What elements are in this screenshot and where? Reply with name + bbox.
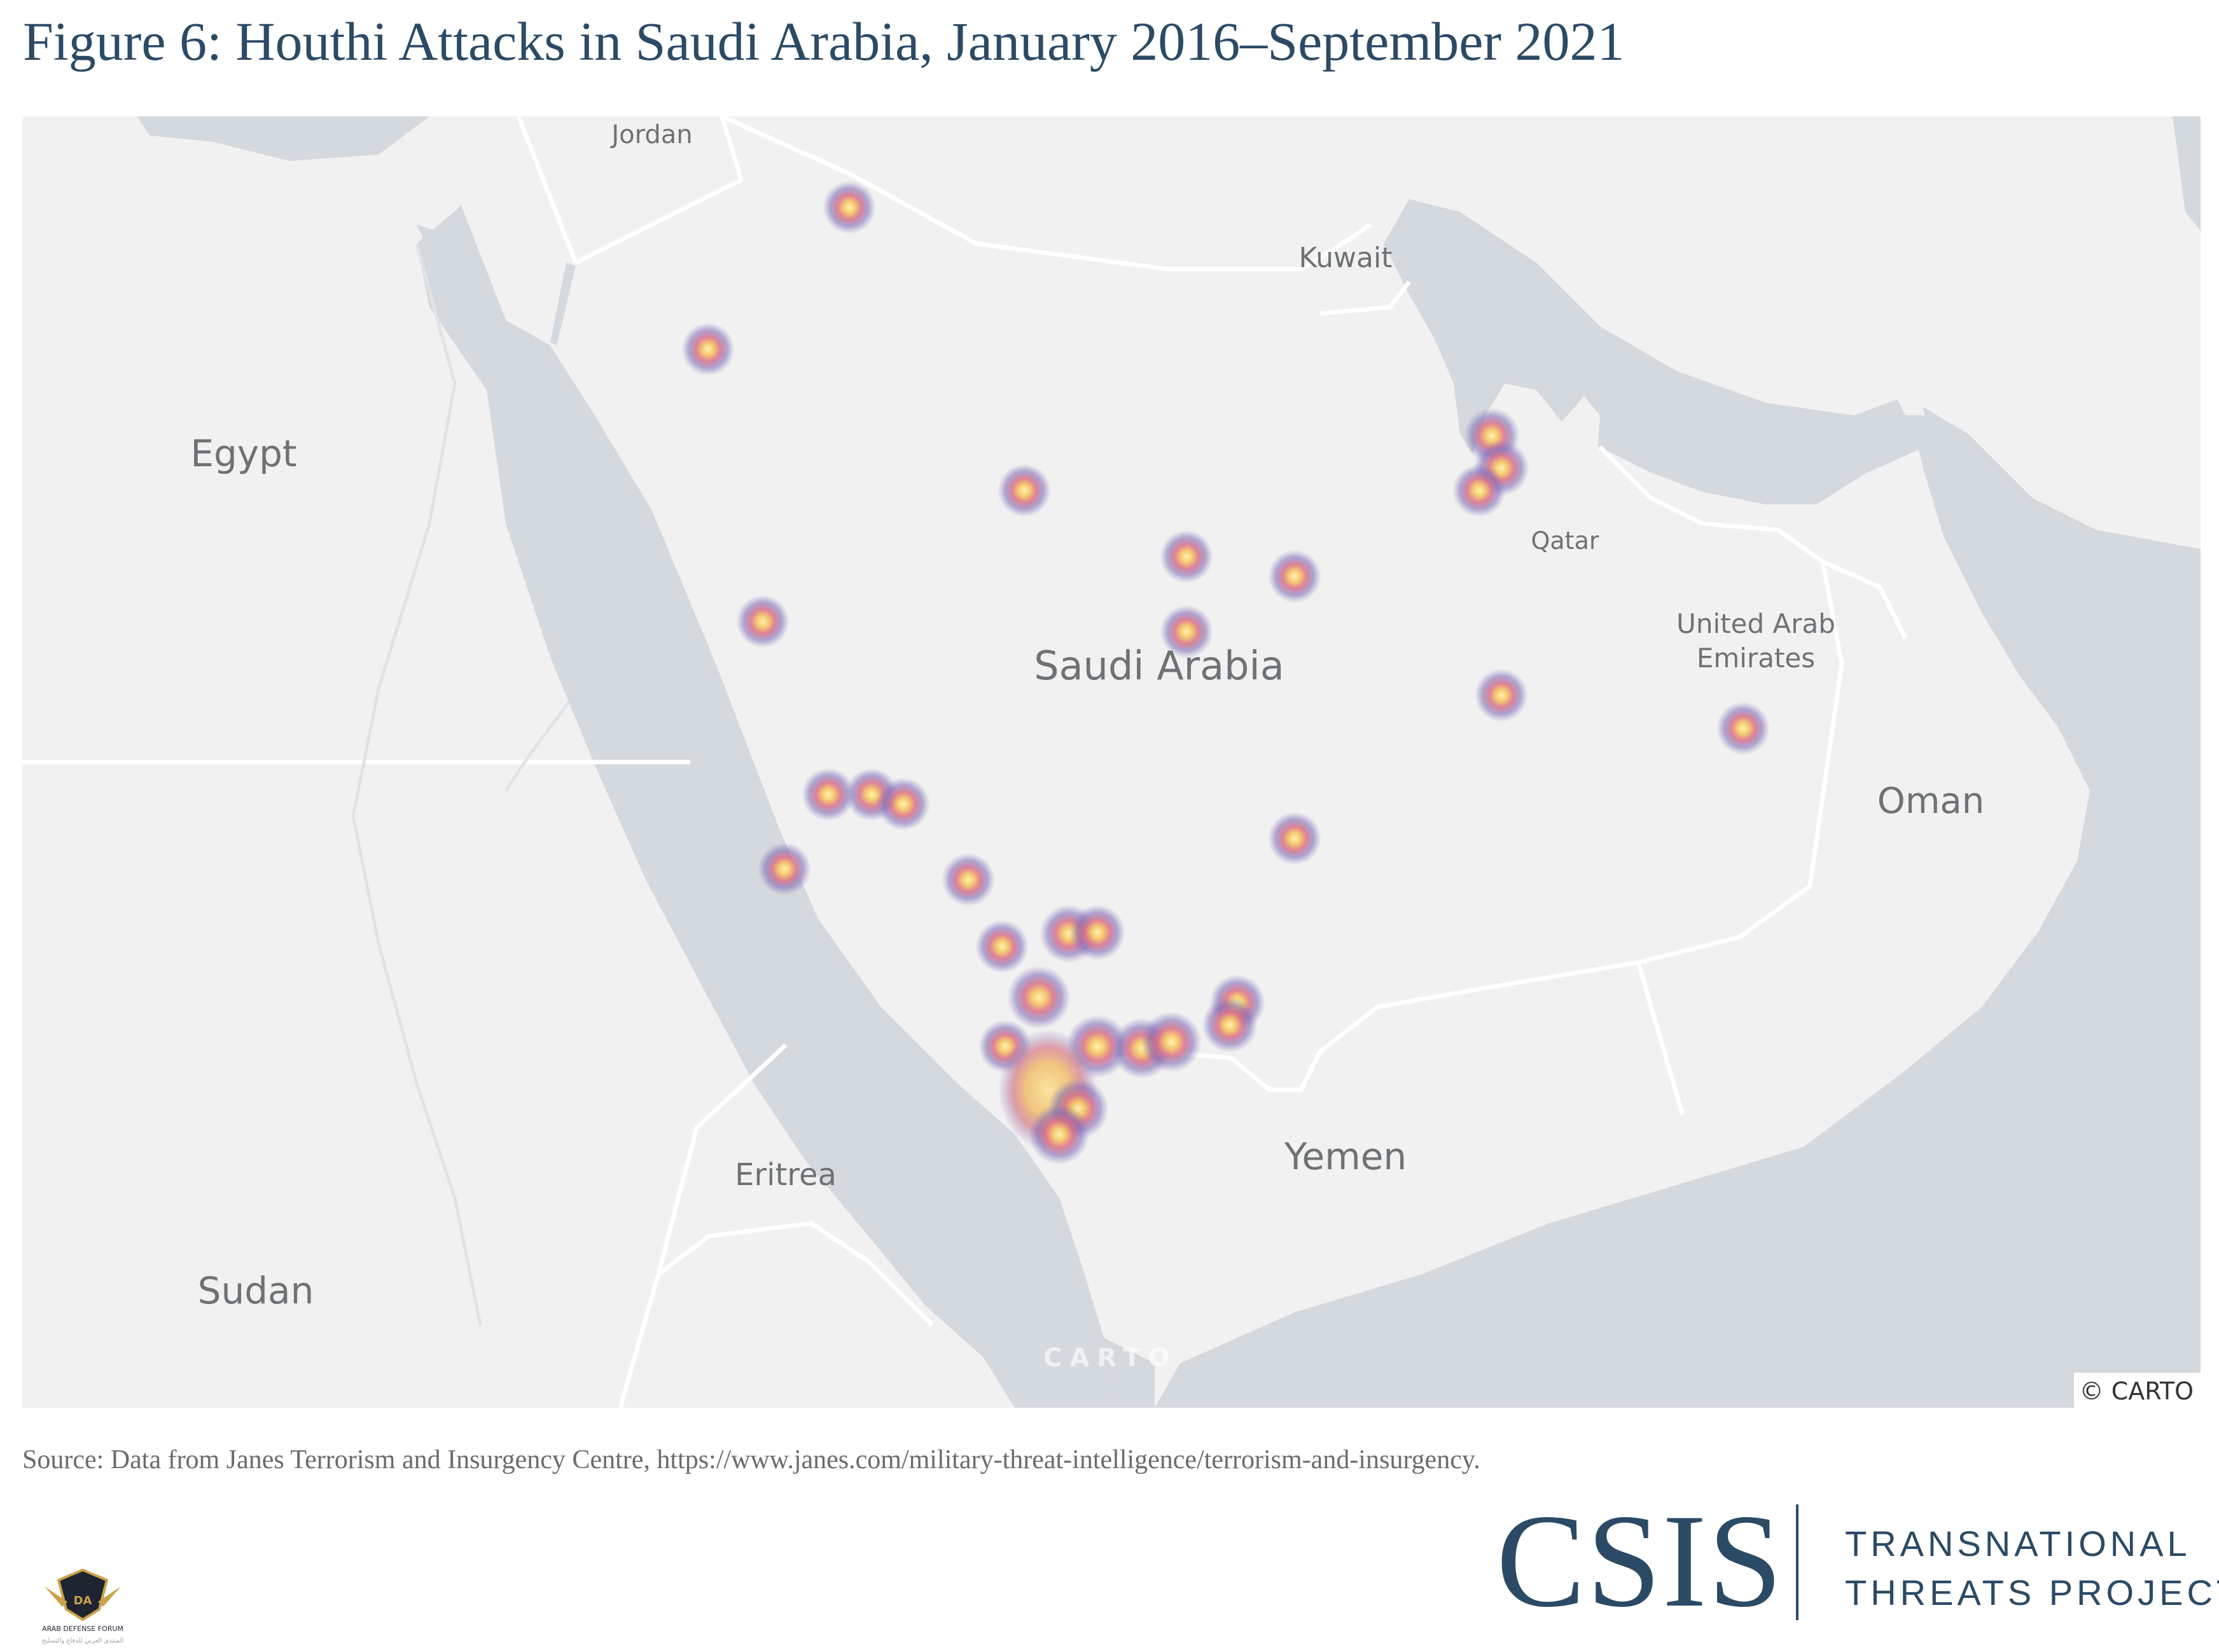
forum-logo-text-ar: المنتدى العربي للدفاع والتسليح — [42, 1637, 123, 1644]
label-jordan: Jordan — [609, 120, 692, 149]
forum-logo-text-en: ARAB DEFENSE FORUM — [42, 1625, 123, 1633]
attribution-box — [2074, 1373, 2201, 1408]
hotspot[interactable] — [998, 464, 1051, 517]
label-kuwait: Kuwait — [1299, 242, 1393, 274]
gulf-of-aqaba — [550, 263, 576, 345]
carto-attribution[interactable]: © CARTO — [2080, 1377, 2194, 1405]
qatar-peninsula — [1562, 396, 1600, 473]
hotspot[interactable] — [1160, 530, 1213, 583]
label-yemen: Yemen — [1284, 1135, 1407, 1178]
hotspot[interactable] — [975, 920, 1029, 973]
hotspot[interactable] — [942, 853, 995, 906]
label-saudi-arabia: Saudi Arabia — [1034, 642, 1284, 689]
project-name-line1: TRANSNATIONAL — [1845, 1524, 2191, 1564]
label-eritrea: Eritrea — [735, 1157, 837, 1193]
hotspot[interactable] — [758, 842, 811, 896]
red-sea — [417, 205, 1116, 1408]
label-uae-line2: Emirates — [1697, 642, 1815, 674]
label-egypt: Egypt — [190, 432, 296, 475]
figure-title: Figure 6: Houthi Attacks in Saudi Arabia… — [23, 11, 1625, 72]
persian-gulf — [1384, 199, 1924, 504]
country-borders — [22, 116, 1908, 1408]
rivers — [351, 243, 571, 1326]
mediterranean-sea — [137, 116, 429, 161]
attack-hotspots[interactable] — [681, 181, 1770, 1165]
project-name-line2: THREATS PROJECT — [1845, 1572, 2219, 1613]
label-qatar: Qatar — [1531, 527, 1599, 555]
label-oman: Oman — [1877, 781, 1984, 822]
hotspot[interactable] — [1452, 464, 1506, 517]
svg-text:DA: DA — [74, 1594, 92, 1607]
heatmap-map[interactable]: Jordan Kuwait Egypt Qatar United Arab Em… — [22, 116, 2201, 1408]
source-note: Source: Data from Janes Terrorism and In… — [22, 1445, 1480, 1475]
hotspot[interactable] — [1069, 905, 1125, 961]
hotspot[interactable] — [1007, 966, 1071, 1029]
project-name: TRANSNATIONAL THREATS PROJECT — [1845, 1519, 2219, 1618]
logo-divider — [1796, 1504, 1798, 1620]
country-labels: Jordan Kuwait Egypt Qatar United Arab Em… — [190, 120, 1984, 1312]
hotspot[interactable] — [802, 768, 855, 821]
gulf-of-aden — [1104, 1338, 1155, 1408]
hotspot[interactable] — [823, 181, 876, 234]
label-sudan: Sudan — [198, 1269, 314, 1312]
caspian-corner — [2173, 116, 2201, 231]
gulf-of-oman — [1155, 396, 2201, 1408]
hotspot[interactable] — [1160, 605, 1213, 658]
musandam — [1893, 377, 1924, 415]
hotspot[interactable] — [736, 595, 790, 648]
gulf-of-suez — [417, 225, 480, 333]
csis-logo: CSIS — [1496, 1487, 1784, 1635]
arab-defense-forum-logo: DA ARAB DEFENSE FORUM المنتدى العربي للد… — [42, 1568, 123, 1644]
hotspot[interactable] — [1202, 997, 1258, 1053]
map-canvas[interactable]: Jordan Kuwait Egypt Qatar United Arab Em… — [22, 116, 2201, 1408]
hotspot[interactable] — [1029, 1104, 1090, 1165]
hotspot[interactable] — [1716, 702, 1770, 755]
hotspot[interactable] — [1141, 1011, 1202, 1072]
carto-watermark: CARTO — [1043, 1343, 1178, 1373]
hotspot[interactable] — [681, 323, 735, 376]
hotspot[interactable] — [1268, 812, 1321, 865]
hotspot[interactable] — [1475, 669, 1528, 722]
hotspot[interactable] — [877, 777, 930, 831]
hotspot[interactable] — [1268, 550, 1321, 603]
label-uae-line1: United Arab — [1676, 608, 1835, 639]
